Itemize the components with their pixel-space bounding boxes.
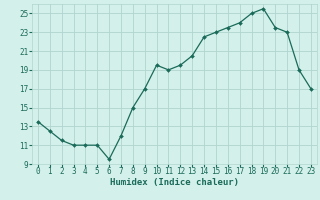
X-axis label: Humidex (Indice chaleur): Humidex (Indice chaleur) — [110, 178, 239, 187]
